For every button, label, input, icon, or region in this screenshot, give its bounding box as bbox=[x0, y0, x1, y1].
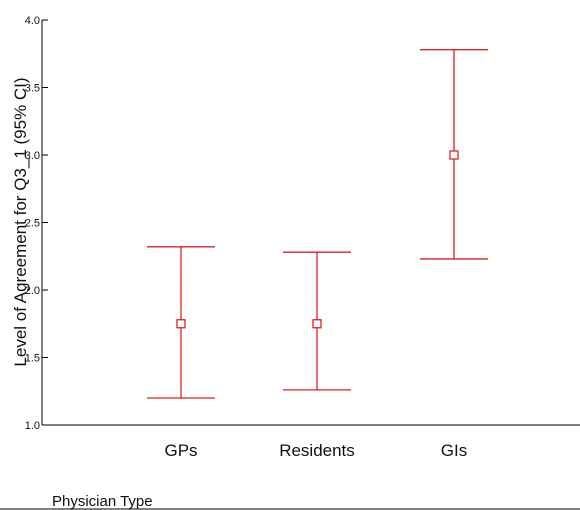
y-tick-label: 4.0 bbox=[25, 15, 40, 27]
x-axis-label: Physician Type bbox=[52, 493, 153, 510]
mean-marker bbox=[449, 150, 459, 160]
y-tick-label: 3.5 bbox=[25, 83, 40, 95]
y-tick-label: 2.0 bbox=[25, 285, 40, 297]
x-tick-label: GPs bbox=[164, 441, 197, 460]
x-tick-label: Residents bbox=[279, 441, 355, 460]
mean-marker bbox=[176, 319, 186, 329]
y-tick-label: 3.0 bbox=[25, 150, 40, 162]
x-tick-group: GPs Residents GIs bbox=[164, 441, 467, 460]
series-group bbox=[147, 49, 488, 399]
x-tick-label: GIs bbox=[441, 441, 467, 460]
y-axis-label: Level of Agreement for Q3_1 (95% CI) bbox=[11, 77, 30, 366]
y-tick-label: 2.5 bbox=[25, 218, 40, 230]
y-tick-label: 1.5 bbox=[25, 353, 40, 365]
y-tick-group: 1.0 1.5 2.0 2.5 3.0 3.5 4.0 bbox=[25, 15, 48, 432]
y-tick-label: 1.0 bbox=[25, 420, 40, 432]
mean-marker bbox=[312, 319, 322, 329]
